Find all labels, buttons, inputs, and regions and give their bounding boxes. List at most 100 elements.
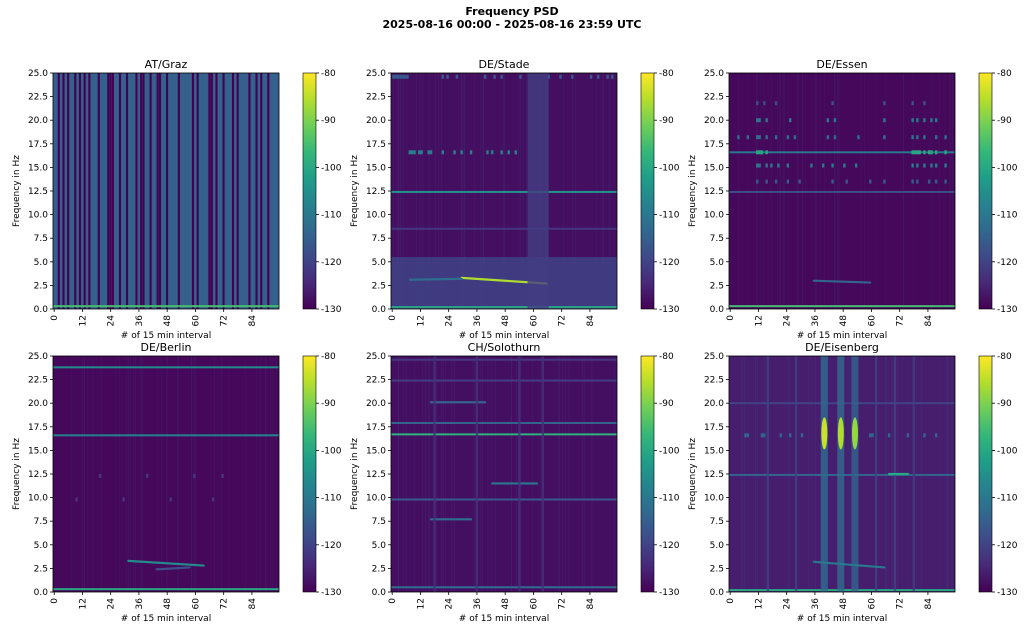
signal-dot — [744, 433, 747, 438]
noise-column — [217, 73, 219, 309]
x-tick-label: 72 — [896, 315, 906, 326]
colorbar-tick-label: -80 — [659, 69, 674, 79]
x-tick-label: 48 — [501, 315, 511, 327]
heatmap-area — [53, 356, 279, 592]
signal-dot — [930, 118, 933, 123]
colorbar-tick-label: -80 — [321, 352, 336, 362]
panel-title: DE/Essen — [816, 58, 867, 71]
y-tick-label: 7.5 — [34, 517, 48, 527]
colorbar-tick-label: -80 — [659, 352, 674, 362]
time-stripe — [912, 356, 915, 592]
noise-column — [164, 73, 166, 309]
x-tick-label: 84 — [586, 598, 596, 610]
signal-dot — [934, 433, 938, 438]
noise-column — [218, 73, 219, 309]
y-tick-label: 7.5 — [34, 234, 48, 244]
noise-column — [128, 73, 130, 309]
y-tick-label: 17.5 — [704, 140, 724, 150]
x-tick-label: 72 — [220, 598, 230, 609]
noise-column — [85, 73, 87, 309]
y-tick-label: 17.5 — [704, 423, 724, 433]
noise-column — [510, 356, 512, 592]
dark-column — [166, 73, 169, 309]
signal-dot — [883, 118, 886, 123]
panel-title: DE/Berlin — [140, 341, 191, 354]
x-tick-label: 60 — [191, 315, 201, 327]
colorbar-tick-label: -130 — [321, 588, 342, 598]
x-axis-label: # of 15 min interval — [121, 331, 211, 341]
noise-column — [77, 73, 78, 309]
signal-dot — [756, 150, 759, 155]
noise-column — [481, 356, 483, 592]
x-tick-label: 48 — [839, 315, 849, 327]
colorbar-tick-label: -130 — [659, 305, 680, 315]
signal-dot — [911, 118, 914, 123]
energy-blob — [821, 417, 828, 450]
signal-dot — [559, 74, 562, 79]
frequency-line — [53, 588, 279, 591]
dark-column — [111, 73, 114, 309]
y-tick-label: 22.5 — [28, 93, 48, 103]
signal-dot — [930, 163, 933, 168]
signal-dot — [923, 433, 926, 438]
signal-dot — [911, 163, 914, 168]
colorbar-tick-label: -120 — [997, 541, 1018, 551]
x-axis-label: # of 15 min interval — [797, 614, 887, 624]
figure-title: Frequency PSD — [465, 5, 559, 18]
noise-column — [406, 356, 407, 592]
dark-column — [83, 73, 86, 309]
frequency-line — [391, 358, 617, 361]
dark-column — [215, 73, 218, 309]
signal-dot — [169, 497, 172, 502]
colorbar-tick-label: -130 — [659, 588, 680, 598]
signal-dot — [469, 150, 473, 155]
colorbar-tick-label: -100 — [997, 163, 1018, 173]
noise-column — [422, 356, 423, 592]
signal-dot — [774, 135, 778, 140]
colorbar-tick-label: -80 — [997, 69, 1012, 79]
noise-column — [582, 356, 584, 592]
y-tick-label: 22.5 — [366, 376, 386, 386]
y-tick-label: 0.0 — [34, 305, 49, 315]
colorbar-tick-label: -80 — [321, 69, 336, 79]
dark-column — [191, 73, 195, 309]
panel-title: AT/Graz — [145, 58, 188, 71]
frequency-line — [391, 433, 617, 436]
y-tick-label: 2.5 — [710, 281, 724, 291]
signal-dot — [821, 163, 825, 168]
signal-dot — [758, 118, 761, 123]
signal-dot — [911, 101, 914, 106]
dark-column — [135, 73, 138, 309]
noise-column — [428, 356, 430, 592]
y-tick-label: 20.0 — [28, 399, 48, 409]
frequency-line — [391, 422, 617, 425]
signal-dot — [486, 150, 489, 155]
colorbar — [641, 73, 654, 309]
y-tick-label: 0.0 — [710, 305, 725, 315]
noise-column — [540, 356, 542, 592]
colorbar-tick-label: -100 — [659, 446, 680, 456]
signal-dot — [756, 101, 759, 106]
noise-column — [141, 356, 143, 592]
signal-dot — [887, 433, 891, 438]
x-tick-label: 0 — [726, 598, 736, 604]
y-tick-label: 15.0 — [366, 446, 386, 456]
noise-column — [123, 73, 124, 309]
colorbar-frame — [302, 72, 317, 310]
heatmap-area — [53, 73, 279, 309]
y-tick-label: 15.0 — [366, 163, 386, 173]
signal-dot — [927, 179, 931, 184]
y-tick-label: 2.5 — [34, 281, 48, 291]
y-tick-label: 5.0 — [710, 258, 725, 268]
noise-column — [140, 356, 142, 592]
signal-dot — [756, 118, 759, 123]
x-tick-label: 12 — [754, 598, 764, 609]
noise-column — [558, 356, 559, 592]
dark-column — [236, 73, 239, 309]
time-stripe — [527, 73, 549, 309]
colorbar-tick-label: -120 — [321, 541, 342, 551]
x-tick-label: 36 — [473, 598, 483, 610]
signal-dot — [883, 179, 886, 184]
noise-column — [130, 356, 131, 592]
signal-dot — [810, 163, 813, 168]
